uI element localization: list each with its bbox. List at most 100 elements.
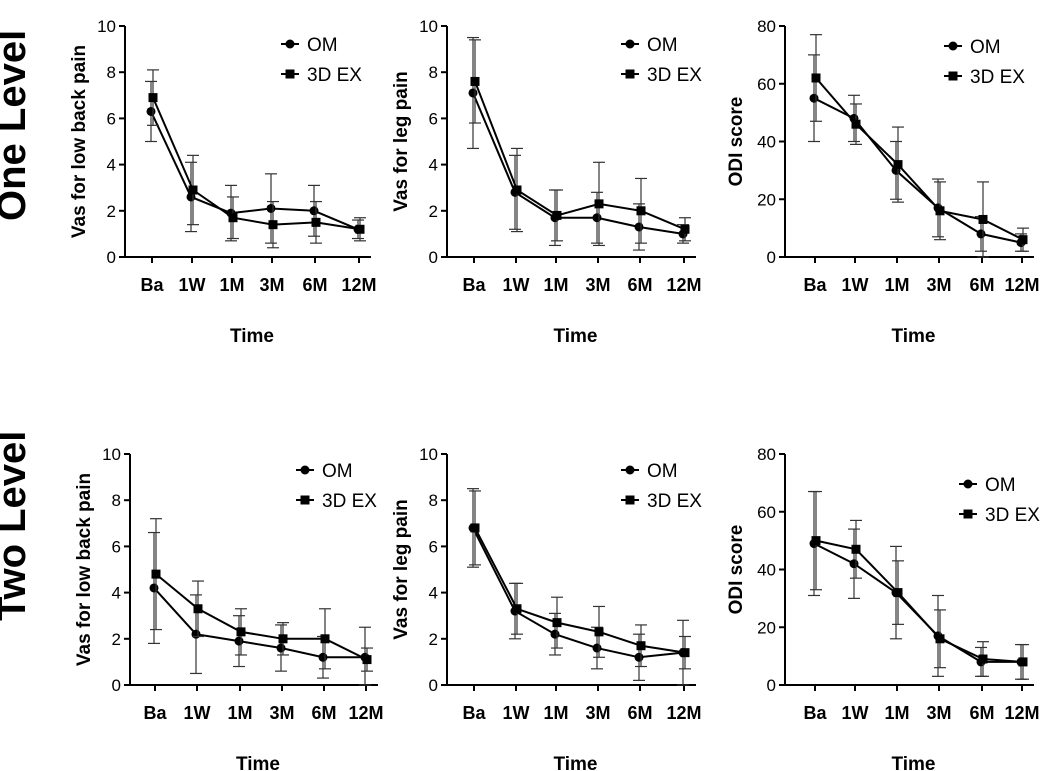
y-tick-label: 2 [429,202,438,221]
x-tick-label: 1W [179,275,206,295]
y-tick-label: 6 [429,537,438,556]
legend: OM 3D EX [281,35,362,86]
series-line [813,97,1022,244]
data-point-3d-ex [355,224,365,234]
x-tick-label: 1W [503,275,530,295]
x-tick-label: 6M [311,703,336,723]
data-point-3d-ex [193,604,203,614]
x-axis-label: Time [236,754,280,771]
legend-label-om: OM [647,461,678,482]
legend-label-om: OM [322,461,353,482]
x-tick-label: Ba [140,275,164,295]
y-axis-label: Vas for low back pain [69,45,90,238]
data-point-om [266,203,276,213]
series-3d-ex [810,490,1029,680]
y-tick-label: 2 [107,202,116,221]
series-3d-ex [810,34,1029,258]
legend: OM 3D EX [944,37,1025,88]
y-tick-label: 0 [429,248,438,267]
series-line [153,587,365,659]
data-point-3d-ex [188,185,198,195]
data-point-3d-ex [512,604,522,614]
legend: OM 3D EX [296,461,377,512]
y-tick-label: 80 [757,445,776,464]
legend-label-3d-ex: 3D EX [985,505,1040,526]
legend-marker-3d-ex [625,495,635,505]
legend-marker-3d-ex [948,71,958,81]
y-tick-label: 0 [107,248,116,267]
x-tick-label: 1M [543,275,568,295]
data-point-3d-ex [470,76,480,86]
y-tick-label: 6 [112,537,121,556]
data-point-3d-ex [594,199,604,209]
data-point-3d-ex [512,185,522,195]
data-point-om [849,559,859,569]
chart-panel-1: 0 2 4 6 8 10 Ba 1W 1M 3M 6M 12M Time Vas for low back… [69,17,377,347]
data-point-3d-ex [362,655,372,665]
data-point-3d-ex [594,627,604,637]
x-tick-label: 3M [926,275,951,295]
y-tick-label: 0 [767,248,776,267]
data-point-3d-ex [1018,657,1028,667]
legend-label-om: OM [307,35,338,56]
data-point-3d-ex [851,544,861,554]
y-tick-label: 40 [757,561,776,580]
x-tick-label: 12M [666,703,701,723]
legend-marker-3d-ex [963,509,973,519]
series-3d-ex [469,39,691,247]
y-tick-label: 0 [429,676,438,695]
legend-label-3d-ex: 3D EX [647,65,702,86]
series-line [472,527,684,659]
y-tick-label: 4 [429,584,438,603]
legend: OM 3D EX [621,461,702,512]
data-point-3d-ex [978,654,988,664]
x-tick-label: 6M [969,703,994,723]
y-tick-label: 2 [112,630,121,649]
y-tick-label: 80 [757,17,776,36]
data-point-om [592,643,602,653]
data-point-om [592,213,602,223]
legend-marker-om [625,465,635,475]
legend-marker-om [625,39,635,49]
series-line [815,539,1024,663]
x-tick-label: 12M [348,703,383,723]
series-line [155,573,368,661]
data-point-3d-ex [1018,235,1028,245]
x-axis-label: Time [553,754,597,771]
x-axis-label: Time [891,326,935,347]
data-point-3d-ex [278,634,288,644]
series-line [152,97,361,231]
x-tick-label: Ba [143,703,167,723]
chart-panel-2: 0 2 4 6 8 10 Ba 1W 1M 3M 6M 12M Time Vas for leg pain… [391,17,702,347]
series-line [472,92,684,235]
y-tick-label: 2 [429,630,438,649]
x-tick-label: 1W [842,275,869,295]
data-point-3d-ex [893,588,903,598]
y-axis-label: Vas for low back pain [74,473,95,666]
x-tick-label: 1W [184,703,211,723]
data-point-3d-ex [680,224,690,234]
data-point-3d-ex [636,641,646,651]
data-point-3d-ex [811,536,821,546]
y-tick-label: 0 [112,676,121,695]
series-3d-ex [150,518,373,672]
data-point-3d-ex [552,618,562,628]
y-tick-label: 10 [419,445,438,464]
y-axis-label: ODI score [726,97,747,187]
y-tick-label: 6 [107,109,116,128]
chart-panel-5: 0 2 4 6 8 10 Ba 1W 1M 3M 6M 12M Time Vas for leg pain… [391,445,702,771]
y-tick-label: 8 [107,63,116,82]
x-tick-label: 12M [1004,275,1039,295]
y-tick-label: 20 [757,618,776,637]
y-tick-label: 10 [97,17,116,36]
legend-marker-3d-ex [285,69,295,79]
data-point-om [309,206,319,216]
y-axis-label: Vas for leg pain [391,499,412,639]
x-tick-label: 1M [543,703,568,723]
x-tick-label: 1M [884,275,909,295]
x-tick-label: 3M [585,275,610,295]
legend-marker-3d-ex [300,495,310,505]
x-tick-label: 3M [269,703,294,723]
